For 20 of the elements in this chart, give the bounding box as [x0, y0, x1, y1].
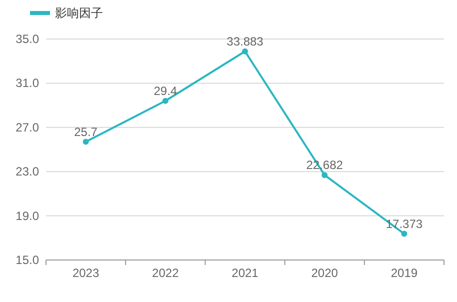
point: [162, 98, 168, 104]
y-tick-label: 27.0: [16, 120, 40, 134]
x-tick-label: 2022: [152, 266, 180, 280]
point: [401, 230, 408, 237]
data-label: 29.4: [154, 84, 178, 98]
y-tick-label: 19.0: [16, 208, 40, 223]
x-tick-label: 2019: [390, 266, 418, 280]
point: [242, 48, 248, 54]
point: [82, 138, 89, 145]
data-label: 33.883: [226, 34, 264, 48]
y-tick-label: 15.0: [16, 253, 40, 267]
point: [322, 172, 328, 178]
x-tick-label: 2020: [311, 266, 338, 280]
y-tick-label: 35.0: [16, 32, 40, 46]
x-tick-label: 2021: [232, 266, 259, 280]
legend-label: 影响因子: [55, 6, 103, 20]
data-label: 25.7: [74, 124, 98, 139]
x-tick-label: 2023: [72, 266, 100, 280]
y-tick-label: 31.0: [16, 76, 40, 90]
y-tick-label: 23.0: [16, 164, 40, 179]
